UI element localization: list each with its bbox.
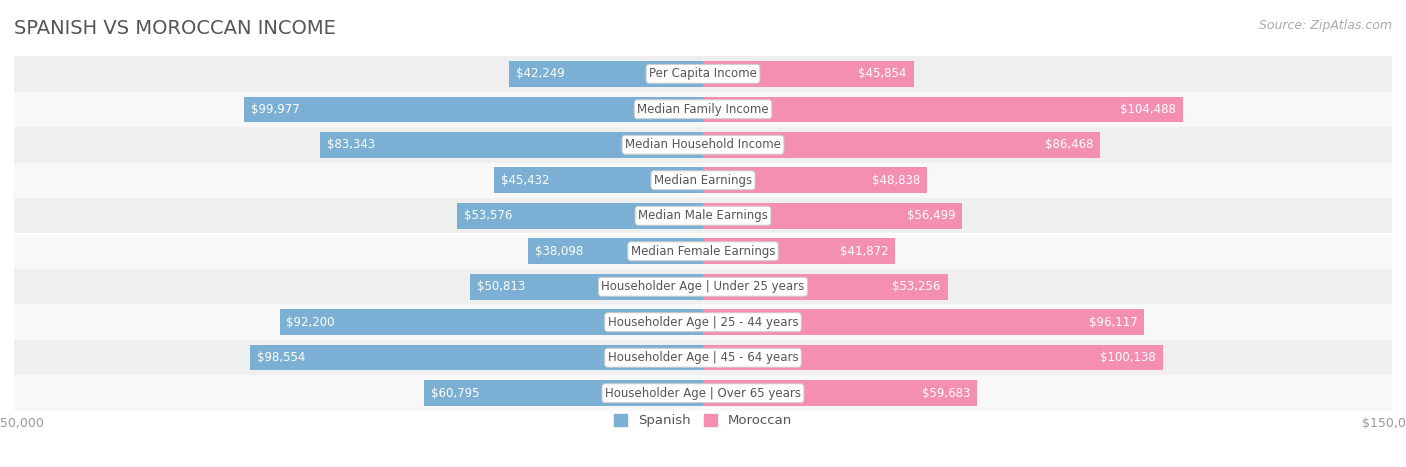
Bar [14, 269, 1392, 304]
Text: $98,554: $98,554 [257, 351, 305, 364]
Text: Householder Age | 45 - 64 years: Householder Age | 45 - 64 years [607, 351, 799, 364]
Text: $83,343: $83,343 [328, 138, 375, 151]
Text: Median Earnings: Median Earnings [654, 174, 752, 187]
Bar [14, 198, 1392, 234]
Text: $86,468: $86,468 [1045, 138, 1094, 151]
Bar [14, 92, 1392, 127]
Text: $50,813: $50,813 [477, 280, 524, 293]
Text: Per Capita Income: Per Capita Income [650, 67, 756, 80]
Text: Householder Age | Under 25 years: Householder Age | Under 25 years [602, 280, 804, 293]
Bar [529, 239, 703, 264]
Bar [321, 132, 703, 157]
Bar [470, 274, 703, 299]
Bar [703, 168, 928, 193]
Bar [14, 127, 1392, 163]
Text: Median Female Earnings: Median Female Earnings [631, 245, 775, 258]
Text: $38,098: $38,098 [534, 245, 583, 258]
Text: Householder Age | Over 65 years: Householder Age | Over 65 years [605, 387, 801, 400]
Text: $48,838: $48,838 [872, 174, 921, 187]
Bar [14, 56, 1392, 92]
Bar [14, 304, 1392, 340]
Bar [703, 310, 1144, 335]
Legend: Spanish, Moroccan: Spanish, Moroccan [609, 409, 797, 433]
Bar [14, 234, 1392, 269]
Bar [14, 375, 1392, 411]
Bar [703, 345, 1163, 370]
Bar [14, 340, 1392, 375]
Text: $53,576: $53,576 [464, 209, 512, 222]
Text: $45,432: $45,432 [501, 174, 550, 187]
Text: $45,854: $45,854 [858, 67, 907, 80]
Bar [495, 168, 703, 193]
Text: $99,977: $99,977 [250, 103, 299, 116]
Text: $42,249: $42,249 [516, 67, 565, 80]
Text: Householder Age | 25 - 44 years: Householder Age | 25 - 44 years [607, 316, 799, 329]
Text: $100,138: $100,138 [1101, 351, 1156, 364]
Bar [14, 163, 1392, 198]
Text: $59,683: $59,683 [922, 387, 970, 400]
Text: $53,256: $53,256 [893, 280, 941, 293]
Bar [280, 310, 703, 335]
Text: Source: ZipAtlas.com: Source: ZipAtlas.com [1258, 19, 1392, 32]
Bar [703, 274, 948, 299]
Text: $92,200: $92,200 [287, 316, 335, 329]
Text: $104,488: $104,488 [1121, 103, 1175, 116]
Text: Median Family Income: Median Family Income [637, 103, 769, 116]
Bar [423, 381, 703, 406]
Bar [703, 239, 896, 264]
Text: $56,499: $56,499 [907, 209, 956, 222]
Text: Median Male Earnings: Median Male Earnings [638, 209, 768, 222]
Bar [457, 203, 703, 228]
Bar [703, 132, 1099, 157]
Text: Median Household Income: Median Household Income [626, 138, 780, 151]
Text: SPANISH VS MOROCCAN INCOME: SPANISH VS MOROCCAN INCOME [14, 19, 336, 38]
Bar [703, 203, 963, 228]
Bar [703, 381, 977, 406]
Text: $41,872: $41,872 [839, 245, 889, 258]
Bar [703, 97, 1182, 122]
Text: $60,795: $60,795 [430, 387, 479, 400]
Bar [509, 61, 703, 86]
Bar [703, 61, 914, 86]
Bar [243, 97, 703, 122]
Bar [250, 345, 703, 370]
Text: $96,117: $96,117 [1088, 316, 1137, 329]
